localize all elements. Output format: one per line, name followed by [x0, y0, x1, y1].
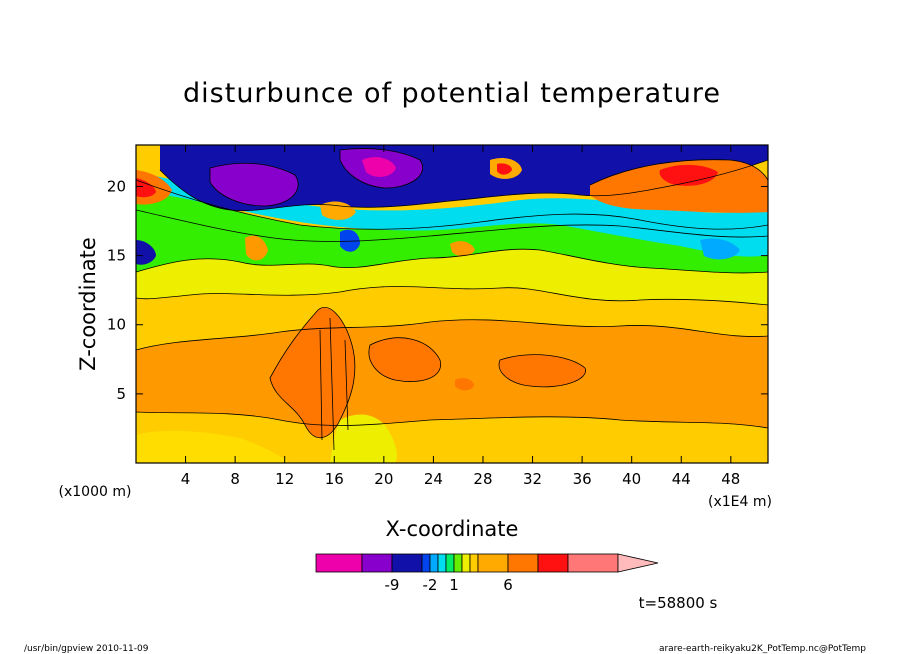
- y-tick-label: 10: [107, 316, 126, 334]
- plot-frame: [135, 144, 769, 464]
- y-axis: 5 10 15 20: [107, 177, 768, 403]
- colorbar-swatch: [469, 553, 479, 573]
- x-tick-label: 16: [325, 470, 344, 488]
- x-axis: 4 8 12 16 20 24 28 32 36 40 44 48: [181, 145, 740, 488]
- x-tick-label: 8: [230, 470, 240, 488]
- x-tick-label: 12: [275, 470, 294, 488]
- colorbar-swatch: [445, 553, 455, 573]
- footer-right: arare-earth-reikyaku2K_PotTemp.nc@PotTem…: [659, 644, 866, 654]
- colorbar: -9 -2 1 6: [315, 553, 659, 594]
- colorbar-swatch: [453, 553, 463, 573]
- x-axis-unit: (x1E4 m): [708, 494, 772, 510]
- y-tick-label: 20: [107, 177, 126, 195]
- y-axis-label: Z-coordinate: [76, 237, 100, 371]
- colorbar-swatch: [537, 553, 569, 573]
- colorbar-swatch: [391, 553, 423, 573]
- x-axis-label: X-coordinate: [386, 517, 519, 541]
- colorbar-tick-label: -2: [423, 576, 438, 594]
- y-axis-unit: (x1000 m): [59, 484, 132, 500]
- colorbar-swatch: [361, 553, 393, 573]
- x-tick-label: 48: [721, 470, 740, 488]
- colorbar-swatch: [461, 553, 471, 573]
- colorbar-tick-label: -9: [385, 576, 400, 594]
- x-tick-label: 4: [181, 470, 191, 488]
- colorbar-swatch: [421, 553, 431, 573]
- x-tick-label: 24: [424, 470, 443, 488]
- footer-left: /usr/bin/gpview 2010-11-09: [24, 644, 149, 654]
- colorbar-tick-label: 6: [503, 576, 513, 594]
- colorbar-swatch: [507, 553, 539, 573]
- x-tick-label: 32: [523, 470, 542, 488]
- colorbar-extend-arrow: [617, 553, 659, 573]
- x-tick-label: 36: [573, 470, 592, 488]
- colorbar-swatch: [437, 553, 447, 573]
- timestamp-label: t=58800 s: [639, 594, 718, 612]
- y-tick-label: 5: [116, 385, 126, 403]
- x-tick-label: 44: [672, 470, 691, 488]
- chart-title: disturbunce of potential temperature: [183, 78, 721, 109]
- colorbar-swatch: [429, 553, 439, 573]
- colorbar-swatch: [315, 553, 363, 573]
- colorbar-swatch: [567, 553, 619, 573]
- colorbar-tick-label: 1: [449, 576, 459, 594]
- y-tick-label: 15: [107, 247, 126, 265]
- x-tick-label: 20: [374, 470, 393, 488]
- colorbar-swatch: [477, 553, 509, 573]
- x-tick-label: 28: [473, 470, 492, 488]
- x-tick-label: 40: [622, 470, 641, 488]
- contour-field: [136, 145, 768, 463]
